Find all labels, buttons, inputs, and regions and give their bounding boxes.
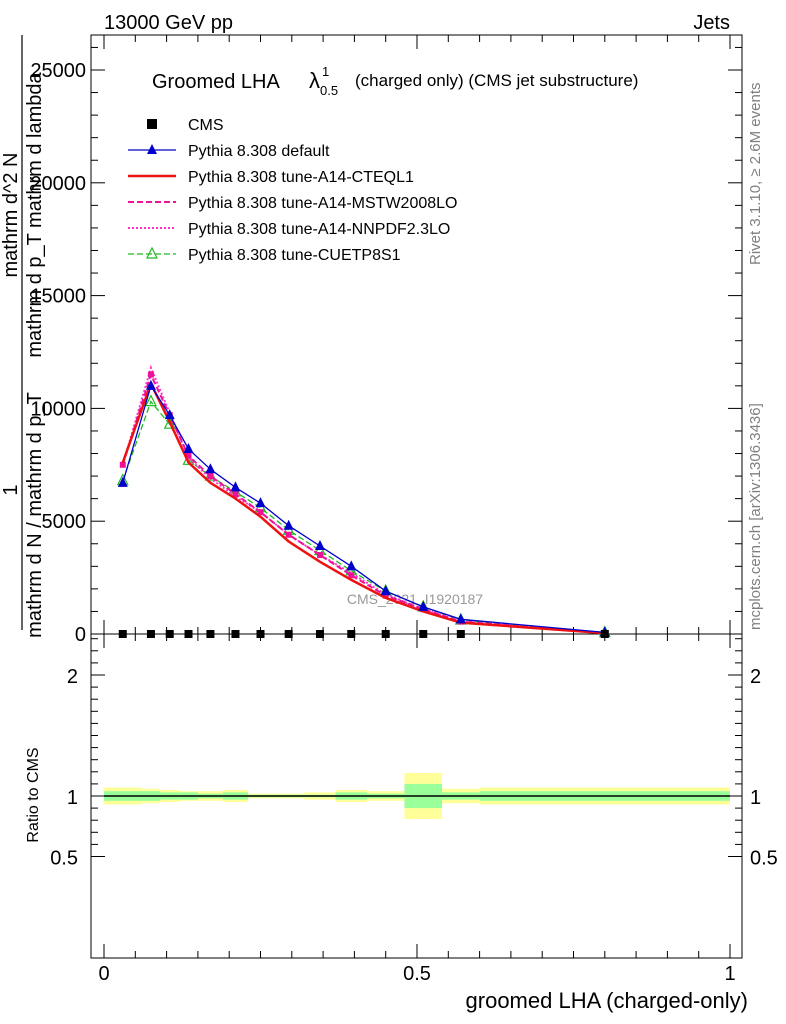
plot-title-superscript: 1 — [322, 64, 329, 79]
legend-label: Pythia 8.308 tune-A14-MSTW2008LO — [188, 195, 457, 212]
cms-data-point — [456, 630, 465, 638]
series-marker-3 — [285, 531, 292, 538]
x-tick-label: 1 — [724, 963, 735, 985]
series-marker-1 — [205, 463, 216, 474]
plot-title: Groomed LHA λ 1 0.5 (charged only) (CMS … — [152, 64, 638, 98]
series-marker-3 — [185, 452, 192, 459]
ratio-y-axis-label: Ratio to CMS — [25, 747, 42, 842]
ratio-y-tick-label-right: 1 — [750, 787, 761, 809]
main-y-tick-label: 5000 — [42, 511, 87, 533]
legend-label: Pythia 8.308 tune-A14-CTEQL1 — [188, 169, 414, 186]
cms-data-point — [118, 630, 127, 638]
main-y-tick-label: 0 — [75, 624, 86, 646]
series-marker-1 — [164, 409, 175, 420]
main-y-tick-label: 10000 — [30, 398, 86, 420]
legend-marker-cms — [147, 119, 157, 129]
series-line-1 — [122, 384, 605, 634]
series-marker-1 — [283, 519, 294, 530]
cms-data-point — [600, 630, 609, 638]
main-y-tick-label: 20000 — [30, 173, 86, 195]
ratio-y-tick-label: 2 — [67, 666, 78, 688]
main-series — [116, 364, 611, 638]
ratio-y-tick-label: 1 — [67, 787, 78, 809]
main-y-tick-label: 15000 — [30, 286, 86, 308]
series-marker-3 — [147, 371, 154, 378]
y-label-numerator-2: mathrm d^2 N — [0, 153, 22, 278]
cms-data-point — [165, 630, 174, 638]
cms-data-point — [347, 630, 356, 638]
y-label-denominator: mathrm d N / mathrm d p_T — [24, 392, 46, 638]
plot-title-main: Groomed LHA — [152, 71, 280, 93]
series-marker-3 — [348, 572, 355, 579]
series-marker-5 — [163, 416, 176, 429]
series-marker-3 — [119, 461, 126, 468]
series-line-2 — [121, 380, 605, 635]
legend-marker-1 — [147, 144, 157, 154]
main-y-axis-label: 1 mathrm d N / mathrm d p_T mathrm d^2 N… — [0, 35, 46, 638]
ratio-uncertainty-bands — [104, 773, 730, 819]
cms-data-point — [184, 630, 193, 638]
series-marker-1 — [145, 379, 156, 390]
main-y-tick-label: 25000 — [30, 60, 86, 82]
ratio-y-tick-label-right: 0.5 — [750, 848, 778, 870]
series-marker-1 — [230, 481, 241, 492]
plot-title-lambda: λ — [309, 68, 320, 93]
x-tick-label: 0.5 — [403, 963, 431, 985]
x-tick-label: 0 — [98, 963, 109, 985]
series-marker-3 — [232, 491, 239, 498]
cms-data-point — [256, 630, 265, 638]
series-marker-1 — [314, 540, 325, 551]
series-marker-5 — [144, 394, 157, 407]
ratio-axis-ticks — [91, 634, 742, 958]
legend-marker-5 — [146, 246, 158, 259]
series-marker-1 — [418, 600, 429, 611]
rivet-version-label: Rivet 3.1.10, ≥ 2.6M events — [747, 83, 764, 266]
cms-data-point — [419, 630, 428, 638]
cms-data-point — [381, 630, 390, 638]
ratio-y-tick-label: 0.5 — [50, 848, 78, 870]
series-marker-1 — [255, 497, 266, 508]
header-jets-label: Jets — [693, 12, 730, 34]
cms-data-point — [315, 630, 324, 638]
series-marker-1 — [380, 585, 391, 596]
cms-data-point — [146, 630, 155, 638]
legend: CMS Pythia 8.308 default Pythia 8.308 tune… — [128, 117, 457, 264]
series-marker-1 — [117, 476, 128, 487]
header-energy-label: 13000 GeV pp — [104, 12, 233, 34]
ratio-y-tick-labels: 0.5 0.5 1 1 2 2 — [50, 666, 778, 870]
main-y-tick-labels: 0 5000 10000 15000 20000 25000 — [30, 60, 86, 646]
series-marker-1 — [183, 443, 194, 454]
x-axis-label: groomed LHA (charged-only) — [466, 988, 748, 1013]
legend-label: Pythia 8.308 tune-CUETP8S1 — [188, 247, 401, 264]
legend-label: Pythia 8.308 tune-A14-NNPDF2.3LO — [188, 221, 450, 238]
series-marker-3 — [316, 552, 323, 559]
y-label-numerator: 1 — [0, 484, 22, 495]
series-marker-3 — [257, 509, 264, 516]
legend-label: CMS — [188, 117, 224, 134]
mcplots-label: mcplots.cern.ch [arXiv:1306.3436] — [747, 403, 764, 630]
plot-title-rest: (charged only) (CMS jet substructure) — [355, 71, 638, 90]
series-marker-1 — [455, 613, 466, 624]
main-axis-ticks — [91, 35, 742, 635]
ratio-y-tick-label-right: 2 — [750, 666, 761, 688]
cms-data-point — [284, 630, 293, 638]
plot-title-subscript: 0.5 — [320, 83, 338, 98]
cms-data-point — [206, 630, 215, 638]
x-tick-labels: 0 0.5 1 — [98, 963, 735, 985]
legend-label: Pythia 8.308 default — [188, 143, 330, 160]
y-label-denominator-2: mathrm d p_T mathrm d lambda — [24, 71, 46, 357]
analysis-watermark: CMS_2021_I1920187 — [347, 591, 483, 607]
series-marker-3 — [382, 592, 389, 599]
series-marker-3 — [207, 473, 214, 480]
series-marker-1 — [346, 560, 357, 571]
cms-data-point — [231, 630, 240, 638]
